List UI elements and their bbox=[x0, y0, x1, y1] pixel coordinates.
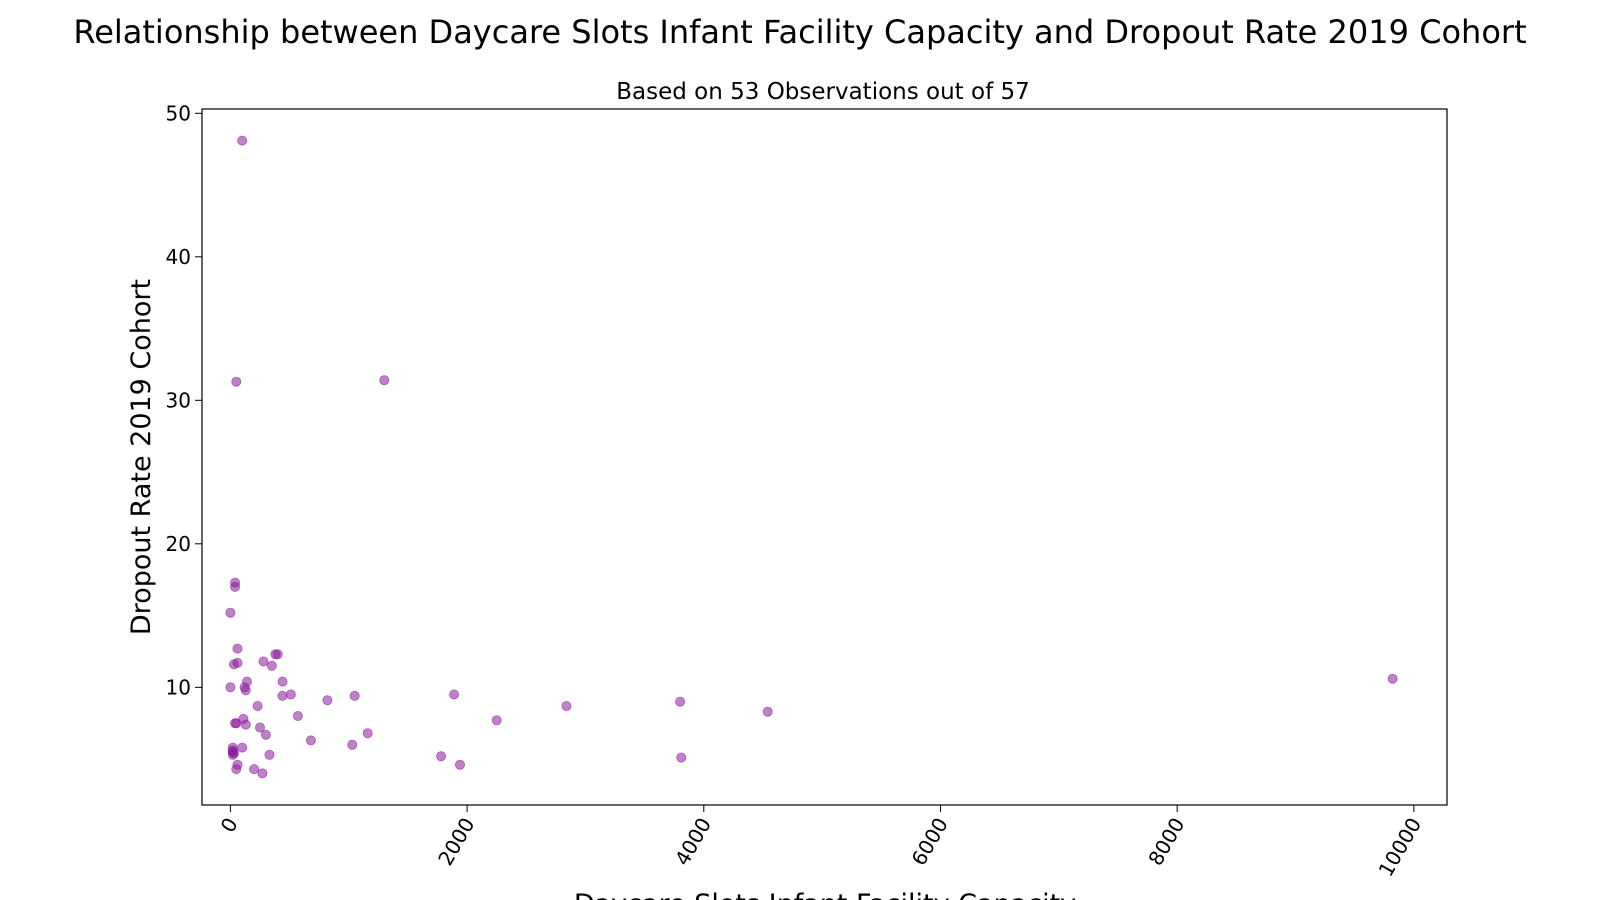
data-point bbox=[258, 656, 269, 667]
data-point bbox=[362, 728, 373, 739]
x-tick-label: 8000 bbox=[1143, 814, 1189, 870]
data-point bbox=[260, 729, 271, 740]
data-point bbox=[252, 701, 263, 712]
data-point bbox=[240, 719, 251, 730]
data-point bbox=[249, 764, 260, 775]
data-point bbox=[676, 752, 687, 763]
chart-title: Relationship between Daycare Slots Infan… bbox=[73, 13, 1526, 51]
x-tick-label: 6000 bbox=[907, 814, 953, 870]
data-point bbox=[347, 739, 358, 750]
data-point bbox=[230, 718, 241, 729]
data-point bbox=[454, 759, 465, 770]
y-tick-label: 10 bbox=[166, 675, 191, 699]
data-point bbox=[292, 711, 303, 722]
data-point bbox=[225, 607, 236, 618]
data-point bbox=[232, 657, 243, 668]
chart-subtitle: Based on 53 Observations out of 57 bbox=[616, 79, 1030, 105]
data-point bbox=[257, 768, 268, 779]
data-point bbox=[272, 649, 283, 660]
y-axis-ticks: 10 20 30 40 50 bbox=[166, 101, 202, 699]
x-axis-ticks: 0 2000 4000 6000 8000 10000 bbox=[216, 805, 1427, 881]
data-point bbox=[349, 690, 360, 701]
data-point bbox=[561, 701, 572, 712]
x-tick-label: 2000 bbox=[433, 814, 479, 870]
data-point bbox=[237, 135, 248, 146]
data-point bbox=[1387, 673, 1398, 684]
data-point bbox=[305, 735, 316, 746]
x-tick-label: 4000 bbox=[670, 814, 716, 870]
data-point bbox=[225, 682, 236, 693]
y-axis-label: Dropout Rate 2019 Cohort bbox=[126, 279, 157, 635]
data-point bbox=[277, 690, 288, 701]
y-tick-label: 30 bbox=[166, 388, 191, 412]
x-axis-label: Daycare Slots Infant Facility Capacity bbox=[574, 889, 1076, 900]
data-point bbox=[491, 715, 502, 726]
y-tick-label: 40 bbox=[166, 245, 191, 269]
data-point bbox=[231, 376, 242, 387]
points-layer bbox=[225, 135, 1398, 779]
data-point bbox=[239, 682, 250, 693]
data-point bbox=[231, 764, 242, 775]
x-tick-label: 0 bbox=[216, 814, 243, 837]
y-tick-label: 20 bbox=[166, 532, 191, 556]
plot-area-frame bbox=[201, 108, 1448, 806]
data-point bbox=[449, 689, 460, 700]
data-point bbox=[228, 748, 239, 759]
data-point bbox=[230, 581, 241, 592]
data-point bbox=[266, 660, 277, 671]
data-point bbox=[285, 689, 296, 700]
data-point bbox=[762, 706, 773, 717]
data-point bbox=[264, 749, 275, 760]
data-point bbox=[232, 643, 243, 654]
data-point bbox=[237, 742, 248, 753]
x-tick-label: 10000 bbox=[1374, 814, 1427, 881]
data-point bbox=[277, 676, 288, 687]
data-point bbox=[322, 695, 333, 706]
data-point bbox=[254, 722, 265, 733]
data-point bbox=[436, 751, 447, 762]
data-point bbox=[675, 696, 686, 707]
data-point bbox=[379, 375, 390, 386]
y-tick-label: 50 bbox=[166, 101, 191, 125]
